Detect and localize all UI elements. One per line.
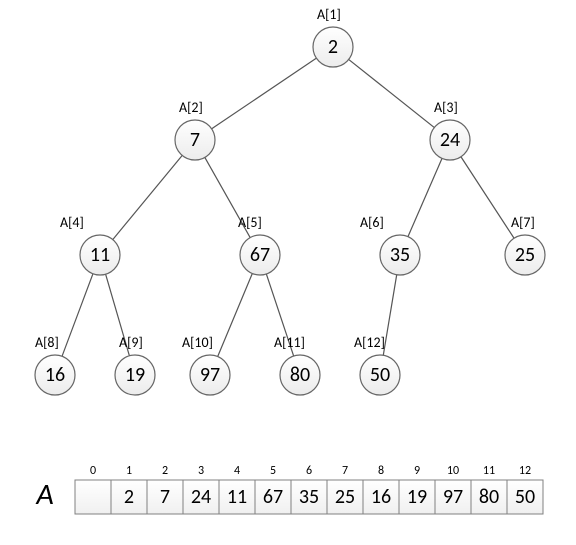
array-value: 24 bbox=[191, 485, 211, 509]
node-value: 50 bbox=[370, 363, 390, 387]
array-value: 35 bbox=[299, 485, 319, 509]
tree-nodes: 2 A[1] 7 A[2] 24 A[3] 11 A[4] 67 A[5] 35 A[6] 25 A[7]… bbox=[35, 6, 545, 395]
tree-node: 24 A[3] bbox=[430, 99, 470, 160]
array-value: 50 bbox=[515, 485, 535, 509]
node-value: 97 bbox=[200, 363, 220, 387]
node-label: A[2] bbox=[179, 99, 203, 116]
array-index: 4 bbox=[234, 464, 240, 478]
tree-node: 19 A[9] bbox=[115, 334, 155, 395]
tree-node: 50 A[12] bbox=[354, 334, 400, 395]
array-value: 16 bbox=[371, 485, 391, 509]
node-value: 2 bbox=[328, 35, 338, 59]
array-value: 80 bbox=[479, 485, 499, 509]
node-label: A[10] bbox=[182, 334, 213, 351]
node-label: A[7] bbox=[511, 214, 535, 231]
array-index: 11 bbox=[483, 464, 495, 478]
array-index: 7 bbox=[342, 464, 348, 478]
tree-edge bbox=[218, 273, 253, 356]
tree-edge bbox=[212, 58, 317, 129]
tree-node: 67 A[5] bbox=[238, 214, 280, 275]
array-index: 2 bbox=[162, 464, 168, 478]
node-value: 19 bbox=[125, 363, 145, 387]
array-index: 8 bbox=[378, 464, 384, 478]
array-index: 3 bbox=[198, 464, 204, 478]
tree-node: 16 A[8] bbox=[35, 334, 75, 395]
array-value: 19 bbox=[407, 485, 427, 509]
node-label: A[8] bbox=[35, 334, 59, 351]
array-index: 1 bbox=[126, 464, 132, 478]
tree-edge bbox=[113, 155, 183, 239]
tree-node: 2 A[1] bbox=[313, 6, 353, 67]
array-table: A01227324411567635725816919109711801250 bbox=[35, 464, 543, 514]
array-value: 11 bbox=[227, 485, 247, 509]
tree-node: 25 A[7] bbox=[505, 214, 545, 275]
node-label: A[6] bbox=[360, 214, 384, 231]
node-label: A[9] bbox=[119, 334, 143, 351]
array-value: 25 bbox=[335, 485, 355, 509]
array-index: 5 bbox=[270, 464, 276, 478]
array-value: 97 bbox=[443, 485, 463, 509]
tree-node: 7 A[2] bbox=[175, 99, 215, 160]
node-label: A[12] bbox=[354, 334, 385, 351]
node-value: 35 bbox=[390, 243, 410, 267]
array-value: 7 bbox=[160, 485, 170, 509]
node-label: A[11] bbox=[274, 334, 305, 351]
node-value: 25 bbox=[515, 243, 535, 267]
tree-node: 11 A[4] bbox=[60, 214, 120, 275]
tree-edge bbox=[408, 158, 442, 236]
array-index: 10 bbox=[447, 464, 459, 478]
node-value: 67 bbox=[250, 243, 270, 267]
array-index: 0 bbox=[90, 464, 96, 478]
node-label: A[4] bbox=[60, 214, 84, 231]
node-label: A[1] bbox=[317, 6, 341, 23]
array-index: 12 bbox=[519, 464, 531, 478]
tree-edge bbox=[383, 275, 396, 356]
heap-diagram: 2A[1]7A[2]24A[3]11A[4]67A[5]35A[6]25A[7]… bbox=[0, 0, 576, 545]
array-label: A bbox=[35, 476, 53, 513]
array-value: 67 bbox=[263, 485, 283, 509]
array-index: 6 bbox=[306, 464, 312, 478]
node-value: 16 bbox=[45, 363, 65, 387]
node-label: A[3] bbox=[434, 99, 458, 116]
node-value: 24 bbox=[440, 128, 460, 152]
node-label: A[5] bbox=[238, 214, 262, 231]
node-value: 11 bbox=[90, 243, 110, 267]
node-value: 80 bbox=[290, 363, 310, 387]
tree-node: 35 A[6] bbox=[360, 214, 420, 275]
array-cell bbox=[75, 480, 111, 514]
tree-edge bbox=[461, 157, 514, 238]
array-value: 2 bbox=[124, 485, 134, 509]
tree-edge bbox=[62, 274, 93, 357]
tree-edge bbox=[349, 59, 435, 127]
tree-node: 80 A[11] bbox=[274, 334, 320, 395]
node-value: 7 bbox=[190, 128, 200, 152]
array-index: 9 bbox=[414, 464, 420, 478]
